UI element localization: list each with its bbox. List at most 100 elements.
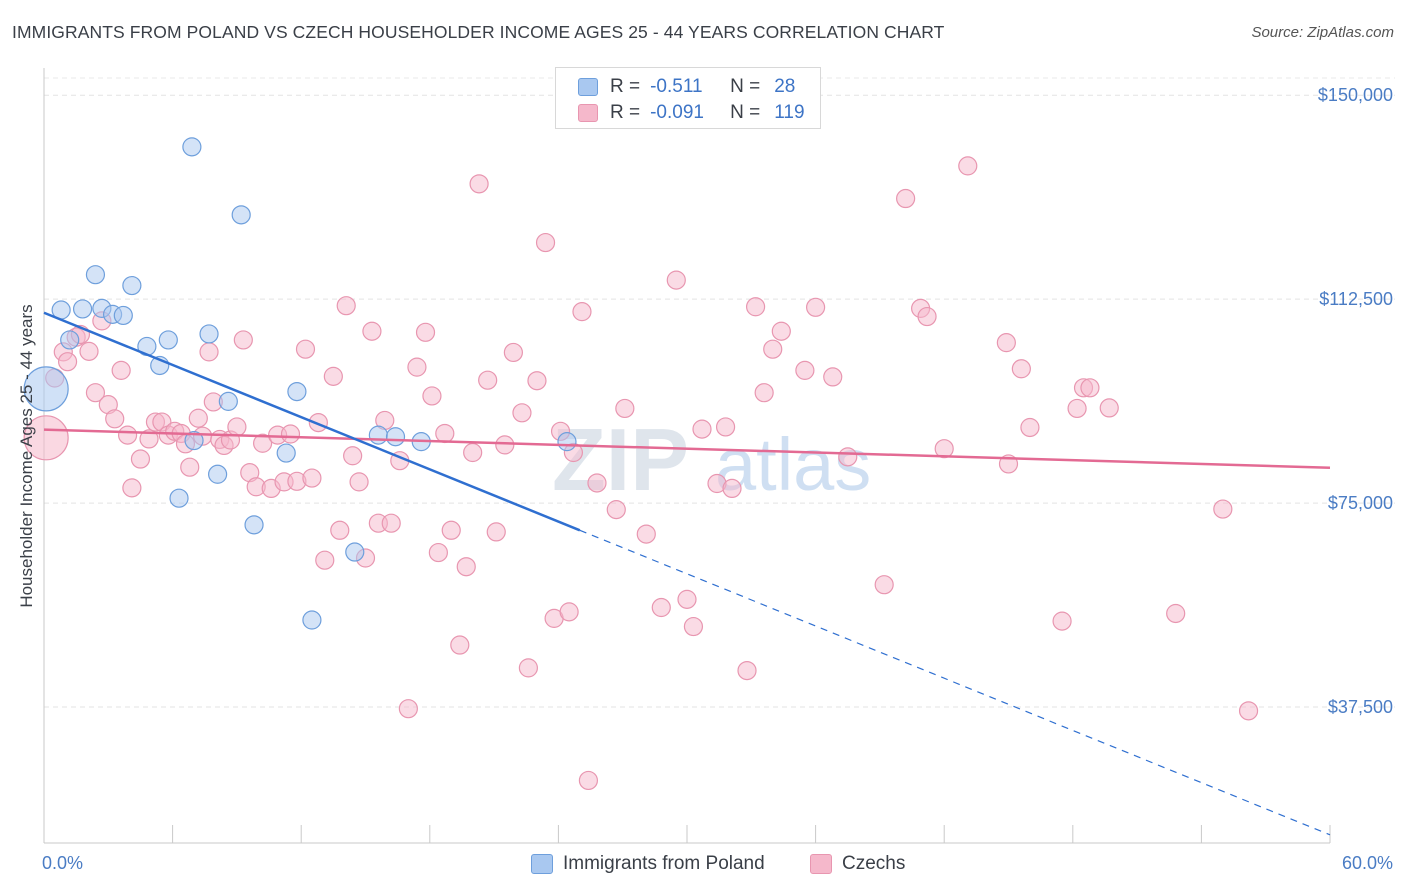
- czech-point: [1238, 701, 1259, 721]
- czech-point: [1052, 611, 1072, 631]
- czech-point: [503, 342, 523, 363]
- czech-point: [105, 409, 125, 429]
- czech-point: [349, 472, 369, 492]
- czech-point: [180, 457, 200, 477]
- y-tick-label: $112,500: [1319, 289, 1393, 309]
- czech-point: [535, 232, 556, 253]
- poland-point: [158, 330, 178, 350]
- poland-point: [208, 464, 228, 484]
- czech-point: [958, 156, 978, 176]
- czech-point: [415, 322, 436, 342]
- czech-point: [343, 446, 363, 466]
- poland-point: [218, 391, 238, 411]
- czech-point: [330, 520, 350, 540]
- czech-point: [456, 557, 476, 577]
- czech-point: [495, 435, 515, 455]
- czech-point: [130, 449, 151, 469]
- bottom-legend-poland: Immigrants from Poland: [531, 851, 765, 877]
- x-tick-label-max: 60.0%: [1342, 853, 1393, 873]
- czech-point: [1067, 398, 1087, 419]
- watermark: ZIP atlas: [552, 410, 871, 509]
- czech-point: [1080, 378, 1100, 398]
- correlation-legend: R = -0.511 N = 28 R = -0.091 N = 119: [555, 67, 821, 129]
- czech-point: [469, 174, 489, 194]
- czech-point: [874, 575, 894, 595]
- legend-n-value-czechs: 119: [774, 102, 805, 123]
- czech-point: [795, 360, 815, 380]
- poland-point: [23, 366, 69, 412]
- czech-point: [85, 383, 106, 403]
- poland-point: [199, 324, 219, 344]
- czech-point: [463, 442, 483, 463]
- legend-n-label: N =: [730, 76, 761, 97]
- czech-point: [771, 321, 791, 341]
- legend-swatch-poland: [578, 78, 598, 96]
- poland-point: [231, 205, 251, 225]
- czech-point: [227, 417, 247, 437]
- czech-point: [381, 513, 401, 533]
- czech-point: [745, 297, 766, 317]
- legend-r-value-czechs: -0.091: [650, 102, 704, 123]
- bottom-legend-swatch-czechs: [810, 854, 832, 874]
- czech-point: [233, 330, 253, 350]
- czech-point: [838, 447, 858, 467]
- poland-trendline: [43, 311, 581, 532]
- czech-point: [1099, 398, 1119, 418]
- czech-point: [450, 635, 470, 655]
- czech-point: [572, 302, 592, 322]
- poland-point: [85, 265, 106, 285]
- poland-points: [23, 137, 577, 630]
- czech-point: [422, 386, 442, 406]
- czech-point: [896, 188, 916, 209]
- czech-point: [23, 415, 69, 461]
- x-tick-label-min: 0.0%: [42, 853, 83, 873]
- czech-point: [253, 433, 273, 453]
- czech-point: [823, 367, 843, 387]
- czech-point: [737, 660, 757, 681]
- czech-point: [917, 306, 937, 327]
- y-tick-label: $75,000: [1328, 493, 1393, 513]
- czech-point: [139, 429, 159, 449]
- czech-point: [478, 370, 498, 390]
- czech-point: [559, 602, 579, 622]
- legend-swatch-czechs: [578, 104, 598, 122]
- trendlines: [43, 311, 1331, 836]
- poland-point: [385, 427, 406, 447]
- czech-point: [199, 342, 219, 362]
- poland-point: [244, 515, 264, 535]
- source-credit: Source: ZipAtlas.com: [1251, 24, 1394, 41]
- czech-point: [280, 424, 301, 444]
- czech-point: [57, 352, 78, 372]
- czech-point: [486, 522, 506, 542]
- czech-point: [1020, 417, 1040, 438]
- poland-point: [182, 137, 202, 157]
- czech-point: [934, 439, 954, 459]
- czech-point: [578, 770, 599, 791]
- czech-point: [315, 550, 335, 570]
- y-tick-label: $37,500: [1328, 697, 1393, 717]
- czech-point: [1011, 359, 1031, 379]
- poland-point: [184, 430, 204, 451]
- poland-point: [60, 330, 80, 350]
- czech-point: [407, 357, 427, 377]
- czech-point: [398, 699, 418, 719]
- czech-point: [692, 419, 712, 439]
- czech-point: [188, 408, 208, 428]
- czech-point: [996, 333, 1016, 353]
- legend-row-czechs: R = -0.091 N = 119: [578, 101, 805, 125]
- czech-point: [336, 296, 356, 316]
- czech-point: [651, 597, 671, 618]
- bottom-legend-swatch-poland: [531, 854, 553, 874]
- x-tick-labels: 0.0% 60.0%: [42, 853, 1393, 873]
- czech-point: [295, 339, 316, 359]
- poland-point: [72, 299, 93, 319]
- czech-point: [636, 524, 656, 544]
- poland-point: [169, 488, 189, 508]
- legend-r-label: R =: [610, 76, 641, 97]
- poland-point: [287, 381, 307, 402]
- czech-point: [722, 478, 742, 499]
- poland-point: [557, 432, 577, 452]
- czech-point: [587, 473, 607, 493]
- legend-r-value-poland: -0.511: [650, 76, 703, 97]
